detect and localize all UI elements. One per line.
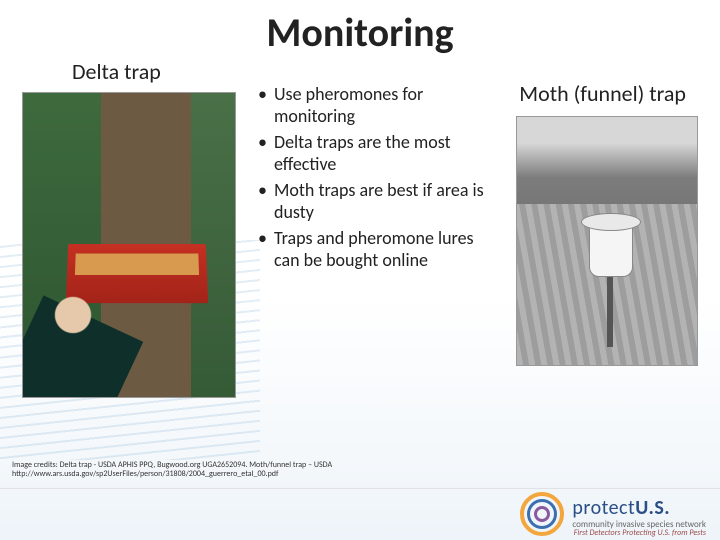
bullet-item: Moth traps are best if area is dusty (256, 180, 488, 224)
post-shape (607, 277, 613, 347)
left-image-caption: Delta trap (72, 58, 161, 85)
bullet-item: Traps and pheromone lures can be bought … (256, 228, 488, 272)
right-image-caption: Moth (funnel) trap (519, 80, 686, 107)
treeline-shape (517, 117, 697, 204)
trap-label-shape (75, 254, 199, 275)
bucket-shape (589, 227, 633, 277)
footer-tagline: First Detectors Protecting U.S. from Pes… (574, 528, 706, 538)
logo-icon (520, 492, 564, 536)
credits-line: http://www.ars.usda.gov/sp2UserFiles/per… (12, 470, 332, 480)
logo-text: protectU.S. community invasive species n… (572, 498, 706, 529)
lid-shape (581, 213, 641, 231)
bullet-item: Use pheromones for monitoring (256, 84, 488, 128)
delta-trap-image (22, 92, 236, 398)
image-credits: Image credits: Delta trap - USDA APHIS P… (12, 461, 332, 480)
bullet-list: Use pheromones for monitoring Delta trap… (256, 84, 488, 276)
funnel-trap-image (516, 116, 698, 366)
bullet-item: Delta traps are the most effective (256, 132, 488, 176)
logo-suffix: U.S. (635, 496, 670, 520)
hand-shape (33, 283, 113, 363)
slide: Monitoring Delta trap Moth (funnel) trap… (0, 0, 720, 540)
slide-title: Monitoring (0, 8, 720, 57)
logo-prefix: protect (572, 496, 635, 520)
logo-brand: protectU.S. (572, 498, 706, 518)
logo-ring (534, 506, 550, 522)
